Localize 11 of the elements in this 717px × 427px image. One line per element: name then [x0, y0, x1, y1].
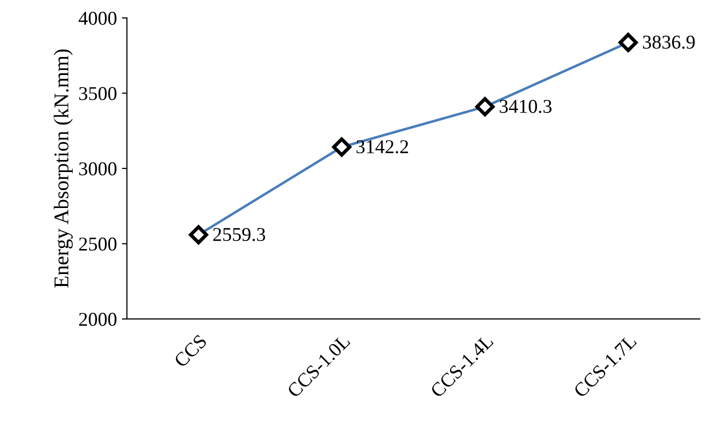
y-tick-label: 3000: [79, 162, 116, 176]
y-tick-label: 4000: [78, 12, 116, 25]
x-tick-label: CCS: [174, 334, 208, 368]
y-axis-title: Energy Absorption (kN.mm): [54, 49, 73, 288]
data-label: 3836.9: [643, 36, 695, 49]
data-label: 3410.3: [500, 100, 552, 114]
y-tick-label: 2000: [79, 312, 116, 326]
y-tick-label: 2500: [79, 238, 116, 251]
data-label: 3142.2: [356, 140, 408, 154]
data-label: 2559.3: [213, 228, 266, 242]
y-tick-label: 3500: [79, 87, 116, 100]
